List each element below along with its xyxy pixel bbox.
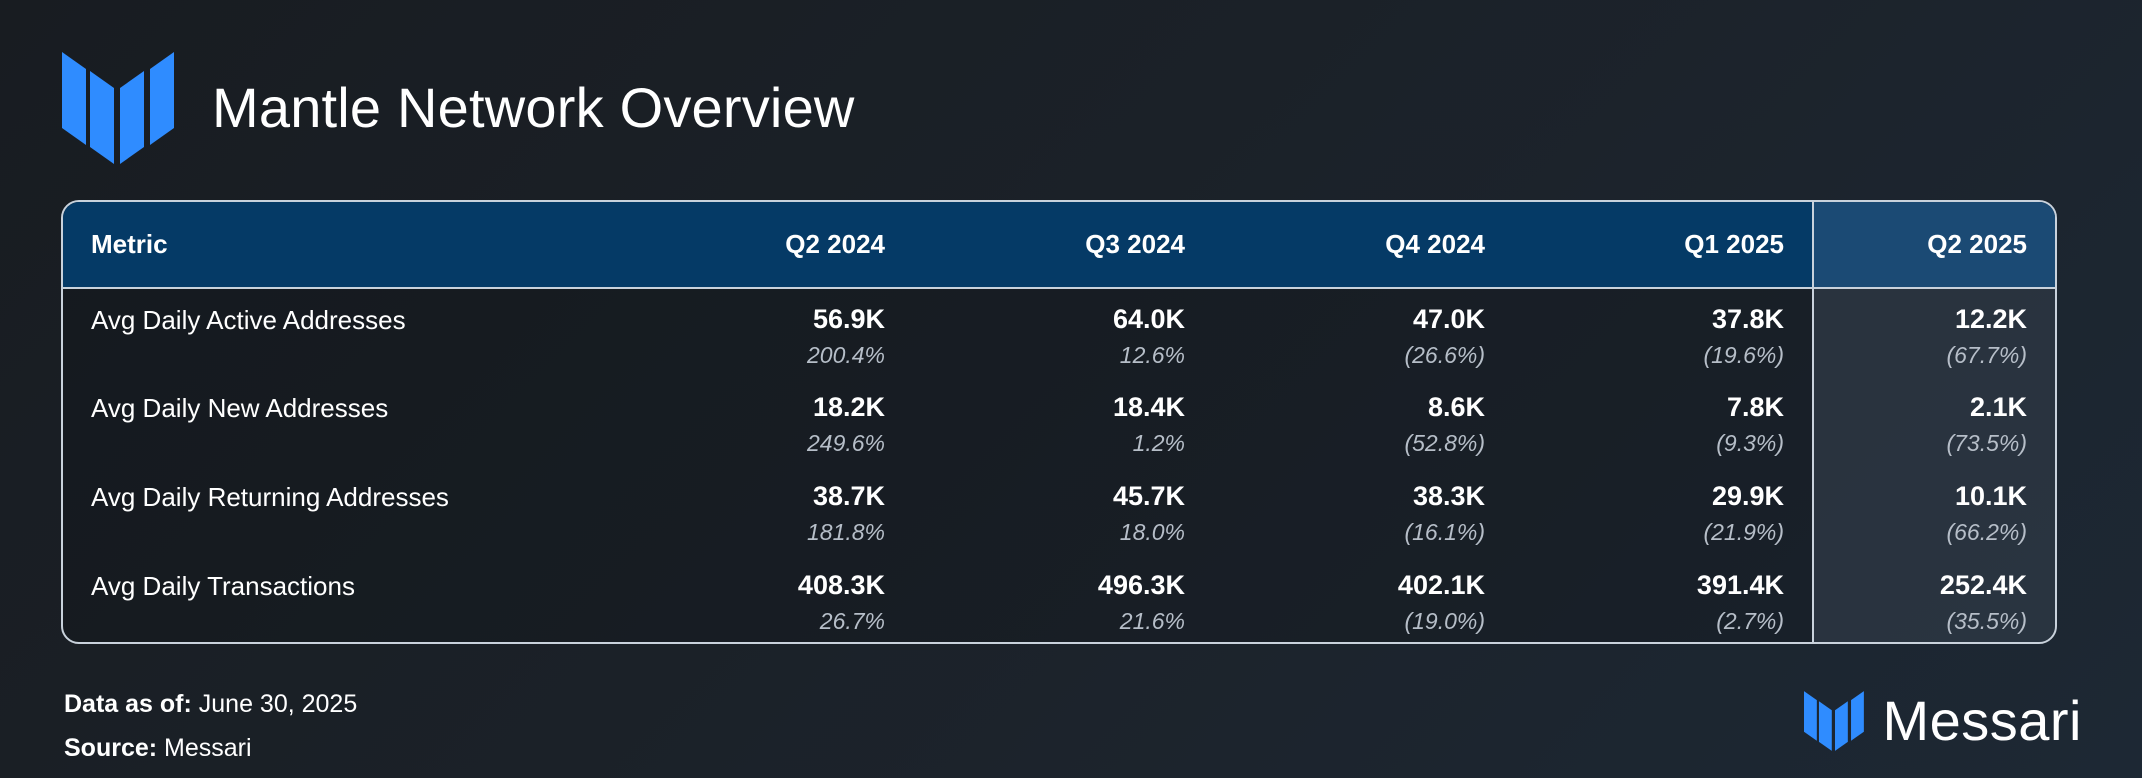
- cell-change: (35.5%): [1946, 608, 2027, 634]
- cell-value: 64.0K: [1112, 304, 1185, 334]
- cell-value: 37.8K: [1711, 304, 1784, 334]
- table-cell: 402.1K (19.0%): [1213, 555, 1513, 642]
- cell-value: 7.8K: [1726, 392, 1784, 422]
- cell-change: 21.6%: [1119, 608, 1185, 634]
- cell-change: (21.9%): [1703, 519, 1784, 545]
- table-cell: 252.4K (35.5%): [1812, 555, 2055, 642]
- cell-value: 12.2K: [1954, 304, 2027, 334]
- brand-name: Messari: [1882, 689, 2082, 752]
- table-cell: 10.1K (66.2%): [1812, 466, 2055, 555]
- table-cell: 38.7K 181.8%: [598, 466, 913, 555]
- metrics-table-container: Metric Q2 2024 Q3 2024 Q4 2024 Q1 2025 Q…: [61, 200, 2057, 644]
- cell-change: (9.3%): [1716, 430, 1784, 456]
- cell-change: (73.5%): [1946, 430, 2027, 456]
- table-cell: 45.7K 18.0%: [913, 466, 1213, 555]
- table-cell: 7.8K (9.3%): [1513, 377, 1813, 466]
- metric-label: Avg Daily Transactions: [91, 571, 355, 601]
- table-cell: 18.2K 249.6%: [598, 377, 913, 466]
- cell-value: 38.3K: [1412, 481, 1485, 511]
- cell-value: 402.1K: [1397, 570, 1485, 600]
- cell-value: 2.1K: [1969, 392, 2027, 422]
- table-cell: 64.0K 12.6%: [913, 288, 1213, 377]
- data-as-of-line: Data as of: June 30, 2025: [64, 682, 357, 726]
- footer-notes: Data as of: June 30, 2025 Source: Messar…: [64, 682, 357, 770]
- cell-value: 18.2K: [812, 392, 885, 422]
- metric-label: Avg Daily Returning Addresses: [91, 482, 449, 512]
- messari-logo-icon: [62, 52, 174, 164]
- brand-logo: Messari: [1804, 688, 2082, 754]
- cell-value: 45.7K: [1112, 481, 1185, 511]
- cell-change: 181.8%: [806, 519, 885, 545]
- cell-value: 29.9K: [1711, 481, 1784, 511]
- source-label: Source:: [64, 734, 158, 762]
- data-as-of-label: Data as of:: [64, 690, 192, 718]
- cell-change: 1.2%: [1132, 430, 1185, 456]
- table-cell: 496.3K 21.6%: [913, 555, 1213, 642]
- table-cell: 391.4K (2.7%): [1513, 555, 1813, 642]
- table-cell: 56.9K 200.4%: [598, 288, 913, 377]
- cell-value: 391.4K: [1696, 570, 1784, 600]
- cell-change: 200.4%: [806, 342, 885, 368]
- cell-change: (66.2%): [1946, 519, 2027, 545]
- cell-value: 56.9K: [812, 304, 885, 334]
- metric-label: Avg Daily Active Addresses: [91, 305, 406, 335]
- table-cell: 47.0K (26.6%): [1213, 288, 1513, 377]
- cell-value: 47.0K: [1412, 304, 1485, 334]
- cell-value: 10.1K: [1954, 481, 2027, 511]
- table-row: Avg Daily Transactions 408.3K 26.7% 496.3K 2…: [63, 555, 2055, 642]
- cell-change: (52.8%): [1404, 430, 1485, 456]
- column-header-q1-2025: Q1 2025: [1513, 202, 1813, 289]
- column-header-q2-2024: Q2 2024: [598, 202, 913, 289]
- messari-brand-icon: [1804, 691, 1865, 751]
- table-cell: 38.3K (16.1%): [1213, 466, 1513, 555]
- cell-change: (19.0%): [1404, 608, 1485, 634]
- table-row: Avg Daily Active Addresses 56.9K 200.4% 64.…: [63, 288, 2055, 377]
- cell-value: 408.3K: [797, 570, 885, 600]
- cell-change: 18.0%: [1119, 519, 1185, 545]
- cell-value: 252.4K: [1939, 570, 2027, 600]
- metric-label: Avg Daily New Addresses: [91, 393, 389, 423]
- cell-value: 38.7K: [812, 481, 885, 511]
- table-cell: 37.8K (19.6%): [1513, 288, 1813, 377]
- table-cell: 18.4K 1.2%: [913, 377, 1213, 466]
- table-cell: 408.3K 26.7%: [598, 555, 913, 642]
- cell-change: 12.6%: [1119, 342, 1185, 368]
- column-header-metric: Metric: [63, 202, 598, 289]
- cell-value: 496.3K: [1097, 570, 1185, 600]
- cell-change: (26.6%): [1404, 342, 1485, 368]
- cell-change: (67.7%): [1946, 342, 2027, 368]
- cell-change: 249.6%: [806, 430, 885, 456]
- table-header-row: Metric Q2 2024 Q3 2024 Q4 2024 Q1 2025 Q…: [63, 202, 2055, 289]
- source-line: Source: Messari: [64, 726, 357, 770]
- table-row: Avg Daily New Addresses 18.2K 249.6% 18.4K 1…: [63, 377, 2055, 466]
- page-header: Mantle Network Overview: [62, 52, 855, 164]
- cell-change: (2.7%): [1716, 608, 1784, 634]
- table-cell: 2.1K (73.5%): [1812, 377, 2055, 466]
- table-row: Avg Daily Returning Addresses 38.7K 181.8%…: [63, 466, 2055, 555]
- page-title: Mantle Network Overview: [212, 76, 855, 139]
- metrics-table: Metric Q2 2024 Q3 2024 Q4 2024 Q1 2025 Q…: [63, 202, 2055, 642]
- cell-change: (16.1%): [1404, 519, 1485, 545]
- data-as-of-value: June 30, 2025: [198, 690, 358, 718]
- cell-value: 18.4K: [1112, 392, 1185, 422]
- cell-change: 26.7%: [819, 608, 885, 634]
- cell-value: 8.6K: [1427, 392, 1485, 422]
- column-header-q2-2025: Q2 2025: [1812, 202, 2055, 289]
- source-value: Messari: [164, 734, 252, 762]
- table-cell: 12.2K (67.7%): [1812, 288, 2055, 377]
- table-cell: 8.6K (52.8%): [1213, 377, 1513, 466]
- cell-change: (19.6%): [1703, 342, 1784, 368]
- column-header-q4-2024: Q4 2024: [1213, 202, 1513, 289]
- column-header-q3-2024: Q3 2024: [913, 202, 1213, 289]
- table-cell: 29.9K (21.9%): [1513, 466, 1813, 555]
